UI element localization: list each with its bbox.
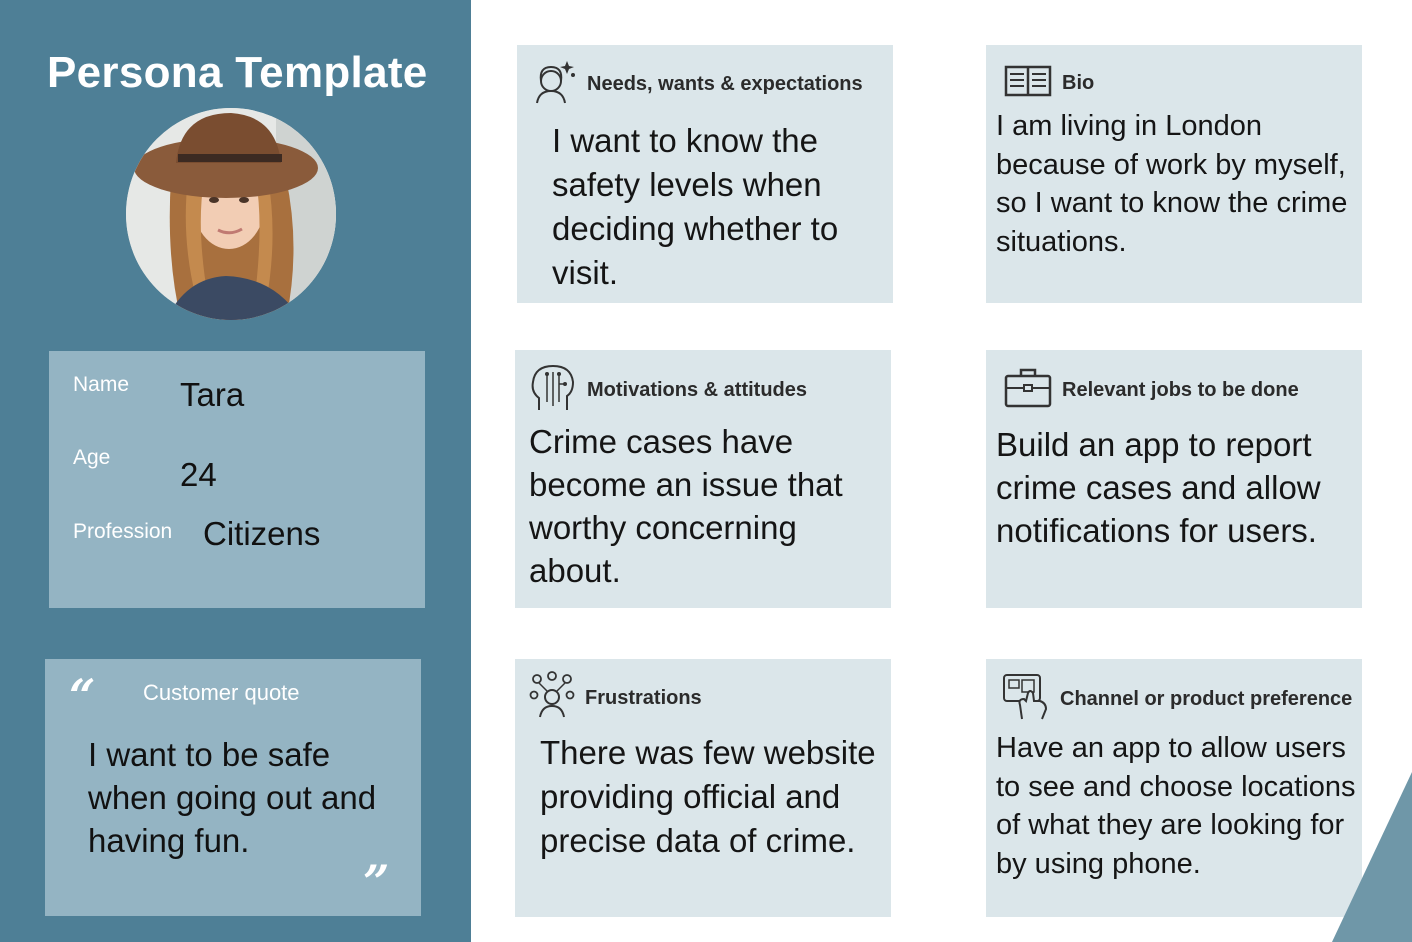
customer-quote-text: I want to be safe when going out and hav… (88, 736, 377, 859)
frustrations-card-title: Frustrations (585, 686, 702, 709)
bio-card-body: I am living in London because of work by… (996, 110, 1348, 258)
name-value: Tara (180, 376, 245, 413)
name-label: Name (73, 373, 130, 396)
age-value: 24 (180, 456, 217, 493)
profession-value: Citizens (203, 515, 321, 552)
motivations-card-title: Motivations & attitudes (587, 378, 808, 401)
jobs-card: Relevant jobs to be done Build an app to… (986, 350, 1362, 608)
bio-card-title: Bio (1062, 71, 1095, 94)
jobs-card-body: Build an app to report crime cases and a… (996, 426, 1321, 549)
head-circuit-icon (529, 362, 577, 418)
profession-label: Profession (73, 520, 173, 543)
avatar (126, 108, 336, 320)
frustrations-card: Frustrations There was few website provi… (515, 659, 891, 917)
customer-quote-title: Customer quote (143, 680, 300, 705)
page-title: Persona Template (47, 48, 428, 97)
motivations-card: Motivations & attitudes Crime cases have… (515, 350, 891, 608)
channel-card-title: Channel or product preference (1060, 687, 1353, 710)
channel-card: Channel or product preference Have an ap… (986, 659, 1362, 917)
info-box: Name Tara Age 24 Profession Citizens (49, 351, 425, 608)
jobs-card-title: Relevant jobs to be done (1062, 378, 1299, 401)
motivations-card-body: Crime cases have become an issue that wo… (529, 423, 843, 589)
avatar-photo (126, 108, 336, 320)
customer-quote-box: “ Customer quote I want to be safe when … (45, 659, 421, 916)
needs-card: Needs, wants & expectations I want to kn… (517, 45, 893, 303)
open-quote-icon: “ (69, 669, 96, 723)
bio-card: Bio I am living in London because of wor… (986, 45, 1362, 303)
needs-card-body: I want to know the safety levels when de… (552, 122, 839, 291)
close-quote-icon: ” (363, 855, 390, 909)
left-panel: Persona Template Name Ta (0, 0, 471, 942)
needs-card-title: Needs, wants & expectations (587, 72, 863, 95)
frustrations-card-body: There was few website providing official… (540, 734, 876, 859)
briefcase-icon (1004, 366, 1052, 414)
woman-sparkle-icon (533, 57, 577, 111)
age-label: Age (73, 446, 111, 469)
hand-device-icon (1002, 671, 1050, 727)
channel-card-body: Have an app to allow users to see and ch… (996, 732, 1356, 880)
book-icon (1004, 63, 1052, 103)
person-network-icon (529, 671, 575, 725)
corner-decoration (1332, 772, 1412, 942)
